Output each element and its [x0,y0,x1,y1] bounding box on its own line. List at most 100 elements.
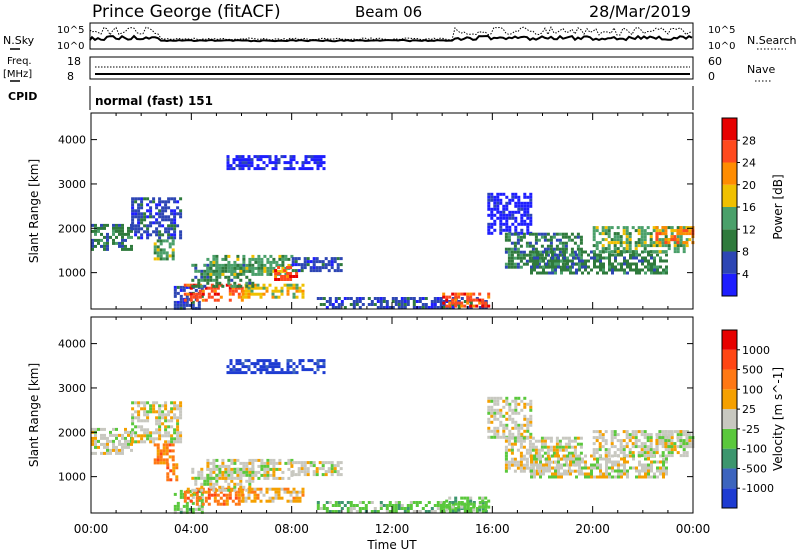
x-tick-label: 08:00 [274,522,309,536]
colorbar-swatch [722,369,737,390]
colorbar-tick-label: -25 [742,423,760,436]
data-region [153,239,175,261]
colorbar-swatch [722,468,737,489]
colorbar-swatch [722,488,737,508]
cpid-value: normal (fast) 151 [95,94,213,108]
colorbar-swatch [722,273,737,296]
data-region [487,396,533,439]
data-region [226,359,326,375]
y-tick-label: 3000 [58,382,86,395]
cpid-label: CPID [8,90,37,103]
colorbar-tick-label: 4 [742,268,749,281]
colorbar-frame [721,329,738,509]
colorbar-swatch [722,349,737,370]
data-region [166,463,179,482]
data-region [226,155,326,171]
colorbar-tick-label: -1000 [742,482,774,495]
colorbar-tick-label: 500 [742,364,763,377]
nave-tick-top: 60 [708,55,722,68]
y-axis-label: Slant Range [km] [27,363,41,467]
station-title: Prince George (fitACF) [92,2,281,22]
y-tick-label: 1000 [58,267,86,280]
colorbar-tick-label: 28 [742,134,756,147]
nsearch-label: N.Search [747,34,797,47]
beam-title: Beam 06 [355,3,422,21]
colorbar-label: Velocity [m s^-1] [771,367,785,471]
colorbar-tick-label: 1000 [742,344,770,357]
colorbar-tick-label: 20 [742,179,756,192]
y-tick-label: 4000 [58,134,86,147]
noise-tick-left-bottom: 10^0 [57,41,84,52]
y-axis-label: Slant Range [km] [27,159,41,263]
data-region [153,443,175,465]
colorbar-tick-label: -100 [742,443,767,456]
data-region [530,250,668,275]
date-title: 28/Mar/2019 [589,2,691,21]
x-tick-label: 04:00 [174,522,209,536]
data-region [530,454,668,479]
freq-tick-top: 18 [67,55,81,68]
time-axis: 00:00 04:00 08:00 12:00 16:00 20:00 00:00 Time … [74,522,711,552]
plot-area [91,113,693,309]
colorbar-swatch [722,229,737,252]
freq-tick-bottom: 8 [67,70,74,83]
colorbar-tick-label: 12 [742,223,756,236]
data-region [274,266,299,281]
colorbar-tick-label: -500 [742,462,767,475]
noise-tick-right-bottom: 10^0 [708,41,735,52]
colorbar-label: Power [dB] [771,174,785,239]
colorbar-swatch [722,448,737,469]
colorbar-tick-label: 100 [742,383,763,396]
colorbar-tick-label: 24 [742,157,756,170]
x-tick-label: 12:00 [375,522,410,536]
data-region [442,496,491,512]
y-tick-label: 4000 [58,338,86,351]
nave-label: Nave [747,63,775,76]
colorbar-swatch [722,330,737,350]
colorbar-tick-label: 16 [742,201,756,214]
data-region [442,292,491,308]
colorbar-swatch [722,140,737,163]
x-tick-label: 00:00 [676,522,711,536]
nsky-label: N.Sky [3,34,35,47]
data-region [487,192,533,235]
colorbar-swatch [722,207,737,230]
x-tick-label: 20:00 [575,522,610,536]
data-region [291,257,343,273]
data-region [241,283,305,299]
colorbar-tick-label: 25 [742,403,756,416]
colorbar-swatch [722,184,737,207]
noise-tick-right-top: 10^5 [708,25,735,36]
x-tick-label: 00:00 [74,522,109,536]
data-region [241,487,305,503]
colorbar-tick-label: 8 [742,246,749,259]
y-tick-label: 2000 [58,222,86,235]
freq-label-line1: Freq. [7,56,32,67]
y-tick-label: 2000 [58,426,86,439]
noise-panel-frame [89,22,694,50]
x-axis-label: Time UT [366,538,417,552]
plot-area [91,317,693,513]
nave-tick-bottom: 0 [708,70,715,83]
freq-panel-frame [89,56,694,80]
x-tick-label: 16:00 [475,522,510,536]
power-panel: 1000 2000 3000 4000 Slant Range [km] 4 8 12 16 20… [27,112,785,310]
colorbar-swatch [722,389,737,410]
freq-label-line2: [MHz] [3,69,32,80]
data-region [91,427,133,455]
data-region [291,461,343,477]
colorbar-swatch [722,409,737,429]
noise-tick-left-top: 10^5 [57,25,84,36]
y-tick-label: 1000 [58,471,86,484]
velocity-panel: 1000 2000 3000 4000 Slant Range [km] 1000 500 1… [27,316,785,514]
data-region [206,458,294,480]
colorbar-swatch [722,428,737,449]
data-region [592,430,689,458]
y-tick-label: 3000 [58,178,86,191]
colorbar-swatch [722,162,737,185]
colorbar-swatch [722,251,737,274]
data-region [131,401,183,444]
noise-sky-trace [89,34,693,43]
colorbar-swatch [722,118,737,141]
